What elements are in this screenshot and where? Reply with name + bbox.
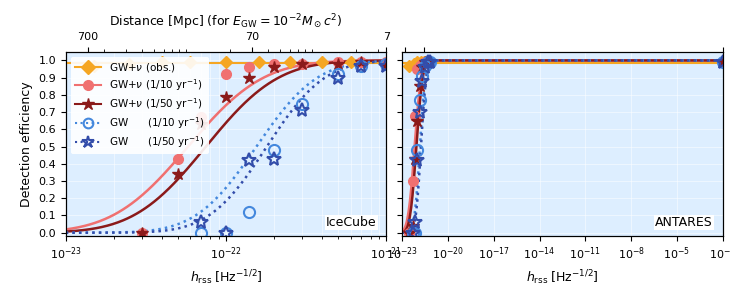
X-axis label: $h_{\mathrm{rss}}$ [Hz$^{-1/2}$]: $h_{\mathrm{rss}}$ [Hz$^{-1/2}$] [190, 268, 262, 287]
Y-axis label: Detection efficiency: Detection efficiency [20, 81, 33, 207]
X-axis label: Distance [Mpc] (for $E_{\mathrm{GW}} = 10^{-2}M_\odot c^2$): Distance [Mpc] (for $E_{\mathrm{GW}} = 1… [110, 13, 342, 32]
Legend: GW+$\nu$ (obs.), GW+$\nu$ (1/10 yr$^{-1}$), GW+$\nu$ (1/50 yr$^{-1}$), GW      (: GW+$\nu$ (obs.), GW+$\nu$ (1/10 yr$^{-1}… [71, 57, 209, 154]
Text: ANTARES: ANTARES [656, 216, 713, 229]
X-axis label: $h_{\mathrm{rss}}$ [Hz$^{-1/2}$]: $h_{\mathrm{rss}}$ [Hz$^{-1/2}$] [526, 268, 599, 287]
Text: IceCube: IceCube [326, 216, 377, 229]
